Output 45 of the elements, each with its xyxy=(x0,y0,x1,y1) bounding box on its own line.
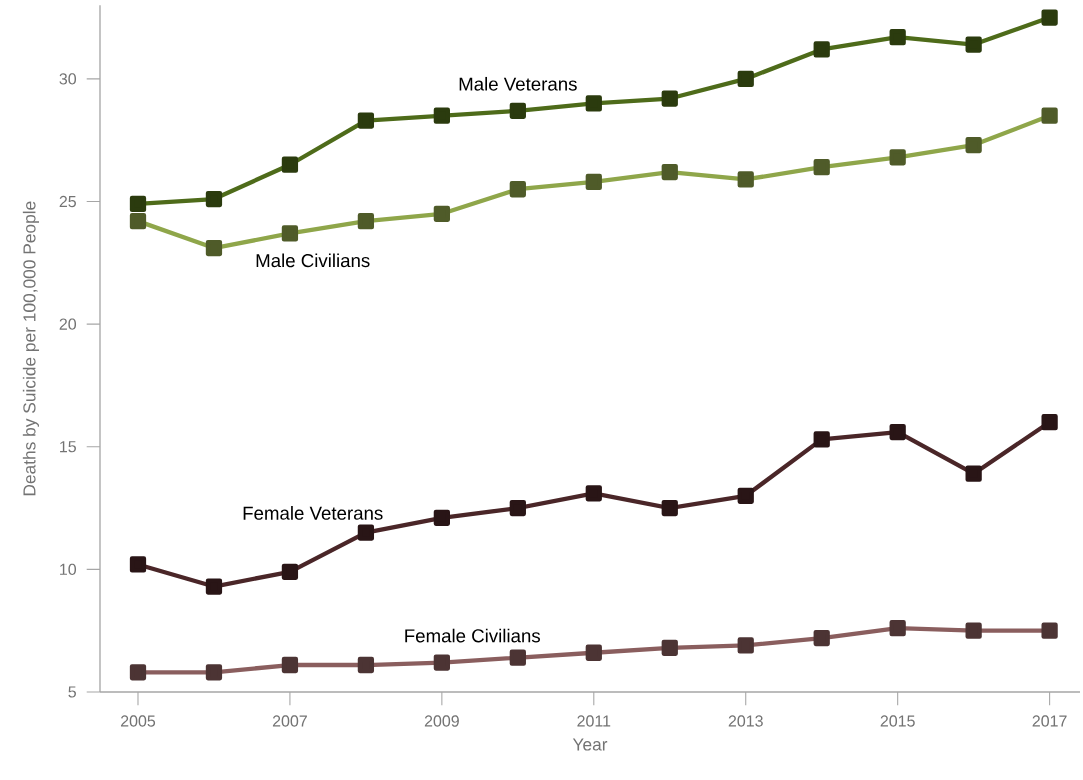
point xyxy=(129,556,147,573)
point xyxy=(1041,414,1058,431)
point xyxy=(585,485,602,502)
point xyxy=(661,499,678,517)
series-label: Male Veterans xyxy=(459,76,577,91)
point xyxy=(357,112,375,129)
series-label: Female Civilians xyxy=(405,628,540,643)
y-tick-label: 20 xyxy=(59,318,77,330)
x-axis-title: Year xyxy=(572,738,608,751)
x-tick-label: 2013 xyxy=(728,715,763,727)
x-tick-label: 2011 xyxy=(577,715,611,727)
series-label: Male Civilians xyxy=(256,253,370,268)
y-tick-label: 15 xyxy=(60,441,76,453)
point xyxy=(357,524,375,541)
point xyxy=(661,90,678,107)
point xyxy=(813,431,830,448)
point xyxy=(129,195,147,213)
point xyxy=(281,563,299,580)
point xyxy=(889,423,906,441)
y-tick-label: 30 xyxy=(59,73,77,85)
x-tick-label: 2005 xyxy=(120,715,156,727)
x-tick-label: 2007 xyxy=(272,715,307,727)
point xyxy=(737,70,754,88)
point xyxy=(889,29,906,46)
x-tick-label: 2017 xyxy=(1032,715,1067,727)
y-axis-title: Deaths by Suicide per 100,000 People xyxy=(22,201,40,496)
y-tick-label: 5 xyxy=(68,686,76,698)
point xyxy=(509,102,526,119)
y-tick-label: 25 xyxy=(59,195,76,208)
x-tick-label: 2015 xyxy=(880,715,915,727)
point xyxy=(585,95,602,112)
point xyxy=(1041,9,1058,26)
point xyxy=(737,487,754,504)
point xyxy=(281,156,299,173)
series-label: Female Veterans xyxy=(243,506,383,520)
point xyxy=(205,578,223,595)
y-tick-label: 10 xyxy=(60,563,77,576)
point xyxy=(965,36,982,53)
point xyxy=(813,41,830,58)
point xyxy=(509,499,526,517)
point xyxy=(965,465,982,482)
point xyxy=(205,190,223,208)
point xyxy=(433,509,450,527)
point xyxy=(433,107,450,124)
x-tick-label: 2009 xyxy=(424,715,459,727)
